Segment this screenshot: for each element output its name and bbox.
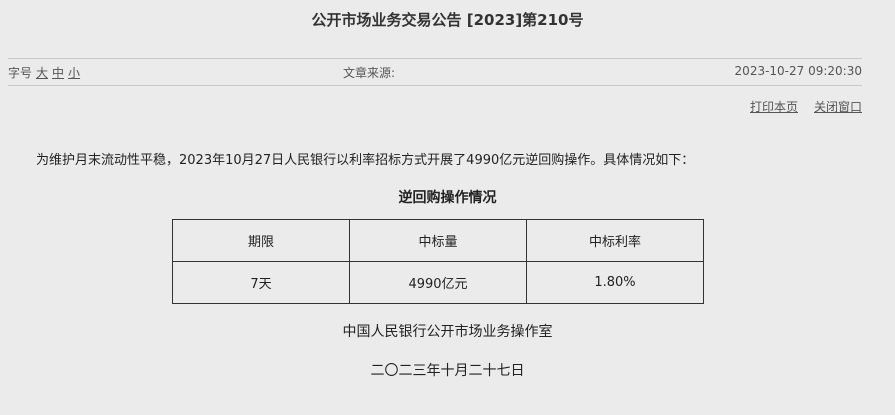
page-title: 公开市场业务交易公告 [2023]第210号	[311, 11, 584, 29]
font-size-control: 字号大中小	[8, 64, 80, 81]
close-window-link[interactable]: 关闭窗口	[813, 100, 862, 114]
table-header-row: 期限 中标量 中标利率	[172, 219, 704, 262]
divider	[8, 58, 862, 59]
page-actions: 打印本页 关闭窗口	[734, 98, 862, 115]
font-small-link[interactable]: 小	[68, 66, 81, 80]
table-caption: 逆回购操作情况	[398, 190, 497, 206]
body-paragraph: 为维护月末流动性平稳，2023年10月27日人民银行以利率招标方式开展了4990…	[36, 153, 695, 168]
font-medium-link[interactable]: 中	[52, 66, 65, 80]
table-row: 7天 4990亿元 1.80%	[172, 261, 704, 304]
font-size-label: 字号	[8, 66, 33, 80]
table-cell: 7天	[172, 261, 350, 304]
signature: 中国人民银行公开市场业务操作室	[342, 324, 553, 340]
header-cell: 期限	[172, 219, 350, 262]
header-cell: 中标利率	[526, 219, 704, 262]
signature-date: 二〇二三年十月二十七日	[370, 363, 525, 379]
table-cell: 1.80%	[526, 261, 704, 304]
source-label: 文章来源:	[343, 66, 396, 80]
table-cell: 4990亿元	[349, 261, 527, 304]
publish-datetime: 2023-10-27 09:20:30	[734, 64, 862, 78]
operation-table: 期限 中标量 中标利率 7天 4990亿元 1.80%	[172, 219, 704, 304]
font-large-link[interactable]: 大	[36, 66, 49, 80]
print-link[interactable]: 打印本页	[749, 100, 798, 114]
divider	[8, 85, 862, 86]
header-cell: 中标量	[349, 219, 527, 262]
